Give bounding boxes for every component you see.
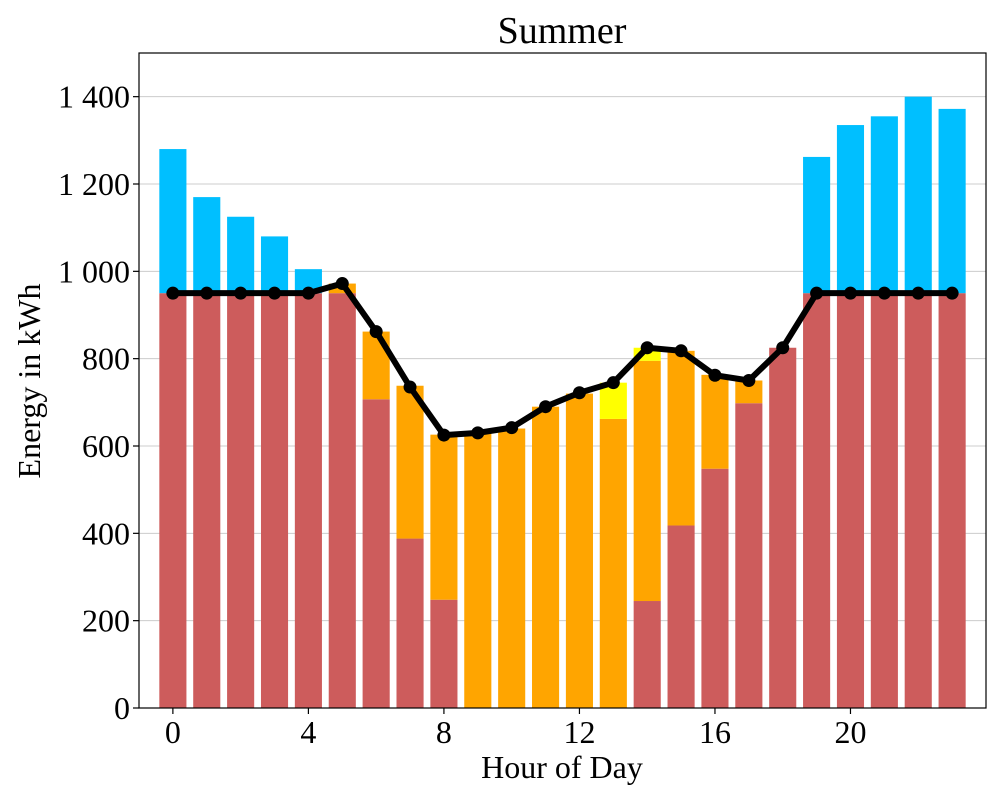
line-point-hour-0: [166, 286, 180, 300]
y-tick-label-1000: 1 000: [58, 253, 130, 289]
bar-series2-hour-16: [701, 374, 729, 469]
line-point-hour-9: [471, 426, 485, 440]
line-point-hour-6: [369, 325, 383, 339]
bar-series4-hour-23: [938, 108, 966, 294]
demand-line: [172, 280, 953, 439]
line-layer: [166, 277, 959, 442]
bar-series4-hour-21: [870, 116, 898, 294]
bar-series1-hour-18: [769, 347, 797, 708]
bar-series1-hour-15: [667, 525, 695, 708]
line-point-hour-18: [776, 341, 790, 355]
line-point-hour-15: [674, 344, 688, 358]
line-point-hour-12: [572, 386, 586, 400]
line-point-hour-14: [640, 341, 654, 355]
x-axis-label: Hour of Day: [481, 749, 643, 785]
bar-series1-hour-21: [870, 293, 898, 708]
x-tick-label-8: 8: [436, 714, 452, 750]
bar-series4-hour-1: [193, 197, 221, 294]
chart-title: Summer: [498, 10, 627, 52]
line-point-hour-1: [200, 286, 214, 300]
x-tick-label-4: 4: [300, 714, 316, 750]
bar-series1-hour-16: [701, 468, 729, 708]
bar-series2-hour-17: [735, 380, 763, 404]
bar-series1-hour-14: [633, 601, 661, 708]
bar-series1-hour-0: [159, 293, 187, 708]
line-point-hour-8: [437, 428, 451, 442]
y-axis-label: Energy in kWh: [11, 284, 47, 479]
y-tick-label-0: 0: [114, 690, 130, 726]
line-point-hour-5: [335, 277, 349, 291]
line-point-hour-13: [606, 376, 620, 390]
bar-series2-hour-13: [599, 418, 627, 708]
bar-series4-hour-3: [260, 236, 289, 294]
bar-series1-hour-17: [735, 403, 763, 708]
bar-series2-hour-10: [498, 428, 526, 708]
bar-series1-hour-20: [836, 293, 865, 708]
bar-series2-hour-8: [430, 434, 458, 600]
bar-series1-hour-5: [328, 293, 356, 708]
bar-series2-hour-11: [532, 406, 560, 708]
plot-frame: [138, 52, 987, 709]
bar-series1-hour-23: [938, 293, 966, 708]
bar-series2-hour-9: [464, 432, 492, 708]
bar-series1-hour-1: [193, 293, 221, 708]
bar-series1-hour-4: [294, 293, 322, 708]
line-point-hour-3: [268, 286, 282, 300]
y-tick-label-200: 200: [82, 603, 130, 639]
bar-series1-hour-8: [430, 599, 458, 708]
bar-series4-hour-20: [836, 125, 865, 294]
x-tick-label-20: 20: [834, 714, 866, 750]
bar-series2-hour-14: [633, 360, 661, 602]
line-point-hour-16: [708, 368, 722, 382]
bar-series1-hour-7: [396, 538, 424, 708]
line-point-hour-17: [742, 374, 756, 387]
line-point-hour-23: [945, 286, 959, 300]
x-tick-label-12: 12: [563, 714, 595, 750]
x-tick-label-16: 16: [699, 714, 731, 750]
y-tick-label-800: 800: [82, 341, 130, 377]
line-point-hour-11: [539, 400, 553, 414]
bar-series1-hour-6: [362, 399, 390, 708]
line-point-hour-4: [301, 286, 315, 300]
bar-series4-hour-19: [803, 156, 831, 294]
line-point-hour-2: [234, 286, 248, 300]
line-point-hour-7: [403, 380, 417, 394]
bar-series4-hour-22: [904, 96, 932, 294]
line-point-hour-21: [877, 286, 891, 300]
bar-series1-hour-2: [227, 293, 255, 708]
bar-series4-hour-0: [159, 149, 187, 294]
bar-series4-hour-2: [227, 216, 255, 294]
line-point-hour-19: [810, 286, 824, 300]
bar-series2-hour-15: [667, 350, 695, 526]
y-tick-label-1400: 1 400: [58, 79, 130, 115]
line-point-hour-10: [505, 421, 519, 435]
y-tick-label-400: 400: [82, 515, 130, 551]
bar-series1-hour-3: [260, 293, 289, 708]
bar-series1-hour-19: [803, 293, 831, 708]
line-point-hour-22: [911, 286, 925, 300]
bars-layer: [159, 96, 966, 708]
line-point-hour-20: [843, 286, 857, 300]
bar-series1-hour-22: [904, 293, 932, 708]
y-tick-label-1200: 1 200: [58, 166, 130, 202]
y-tick-label-600: 600: [82, 428, 130, 464]
bar-series2-hour-7: [396, 385, 424, 539]
x-tick-label-0: 0: [165, 714, 181, 750]
bar-series2-hour-12: [565, 393, 593, 708]
